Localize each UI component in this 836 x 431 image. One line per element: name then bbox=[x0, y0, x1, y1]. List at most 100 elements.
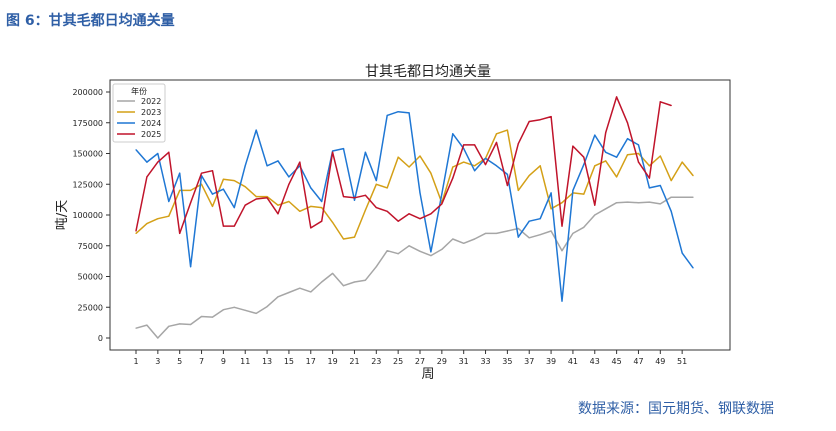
x-tick-label: 33 bbox=[480, 357, 490, 366]
data-point-2023 bbox=[648, 165, 650, 167]
data-point-2024 bbox=[659, 184, 661, 187]
source-note: 数据来源：国元期货、钢联数据 bbox=[578, 401, 774, 417]
y-axis-ticks: 0 25000 50000 75000 100000 125000 150000 175000… bbox=[72, 88, 110, 343]
y-tick-label: 175000 bbox=[72, 119, 103, 128]
x-axis-ticks: 1 3 5 7 9 11 13 15 17 19 21 23 25 27 29 31 33 35 37 39 41 43 4… bbox=[133, 350, 687, 366]
data-point-2024 bbox=[561, 300, 563, 302]
data-point-2024 bbox=[648, 187, 650, 189]
x-tick-label: 43 bbox=[590, 357, 600, 366]
data-point-2025 bbox=[528, 120, 530, 123]
data-point-2023 bbox=[506, 129, 508, 131]
data-point-2023 bbox=[277, 204, 279, 206]
data-point-2022 bbox=[310, 291, 312, 293]
data-point-2022 bbox=[332, 272, 334, 275]
data-point-2024 bbox=[321, 200, 323, 203]
data-point-2022 bbox=[200, 315, 203, 318]
data-point-2024 bbox=[605, 151, 607, 153]
data-point-2025 bbox=[495, 141, 498, 144]
x-tick-label: 37 bbox=[524, 357, 534, 366]
data-point-2023 bbox=[266, 195, 268, 198]
data-point-2025 bbox=[463, 144, 465, 146]
x-tick-label: 41 bbox=[568, 357, 578, 366]
data-point-2023 bbox=[135, 232, 137, 235]
data-point-2024 bbox=[626, 138, 629, 140]
data-point-2022 bbox=[659, 203, 661, 205]
figure-caption: 图 6：甘其毛都日均通关量 bbox=[6, 13, 175, 29]
data-point-2024 bbox=[681, 252, 683, 254]
data-point-2022 bbox=[452, 238, 454, 240]
data-point-2024 bbox=[572, 189, 574, 191]
data-point-2024 bbox=[375, 179, 377, 182]
data-point-2022 bbox=[605, 208, 607, 210]
x-tick-label: 31 bbox=[459, 357, 469, 366]
data-point-2025 bbox=[474, 144, 476, 146]
data-point-2023 bbox=[288, 200, 290, 203]
data-point-2023 bbox=[517, 189, 519, 191]
data-point-2024 bbox=[441, 193, 443, 195]
data-point-2025 bbox=[266, 197, 268, 199]
data-point-2025 bbox=[168, 151, 170, 153]
x-tick-label: 13 bbox=[262, 357, 272, 366]
legend-label-2025: 2025 bbox=[141, 130, 161, 139]
data-point-2025 bbox=[244, 204, 246, 206]
data-point-2025 bbox=[484, 163, 487, 166]
data-point-2022 bbox=[408, 245, 410, 247]
data-point-2025 bbox=[539, 119, 541, 121]
data-point-2024 bbox=[637, 144, 640, 146]
data-point-2025 bbox=[135, 230, 137, 232]
data-point-2024 bbox=[452, 133, 454, 135]
x-tick-label: 17 bbox=[306, 357, 316, 366]
data-point-2023 bbox=[157, 218, 159, 220]
data-point-2025 bbox=[386, 210, 388, 212]
data-point-2022 bbox=[539, 234, 541, 236]
data-point-2025 bbox=[277, 213, 279, 215]
data-point-2025 bbox=[233, 225, 235, 227]
data-point-2025 bbox=[430, 213, 432, 215]
data-point-2022 bbox=[495, 232, 498, 235]
data-point-2022 bbox=[342, 285, 345, 287]
data-point-2025 bbox=[441, 203, 443, 205]
data-point-2022 bbox=[168, 325, 170, 327]
data-point-2025 bbox=[605, 131, 607, 134]
data-point-2023 bbox=[386, 187, 388, 189]
legend-label-2024: 2024 bbox=[141, 119, 161, 128]
data-point-2024 bbox=[233, 207, 235, 209]
y-tick-label: 200000 bbox=[72, 88, 103, 97]
data-point-2025 bbox=[321, 220, 323, 222]
y-tick-label: 150000 bbox=[72, 150, 103, 159]
legend-label-2022: 2022 bbox=[141, 97, 161, 106]
data-point-2022 bbox=[616, 202, 618, 204]
y-tick-label: 25000 bbox=[78, 303, 103, 312]
data-point-2025 bbox=[572, 145, 574, 147]
data-point-2023 bbox=[310, 205, 312, 207]
data-point-2022 bbox=[288, 291, 290, 294]
data-point-2023 bbox=[190, 189, 192, 191]
x-tick-label: 9 bbox=[221, 357, 226, 366]
legend-title: 年份 bbox=[131, 86, 147, 96]
chart-title: 甘其毛都日均通关量 bbox=[365, 64, 491, 80]
data-point-2023 bbox=[179, 189, 181, 191]
data-point-2025 bbox=[670, 104, 672, 107]
data-point-2023 bbox=[332, 221, 334, 223]
data-point-2024 bbox=[550, 192, 552, 194]
y-tick-label: 75000 bbox=[78, 242, 103, 251]
data-point-2025 bbox=[364, 194, 366, 196]
data-point-2024 bbox=[408, 112, 410, 114]
x-tick-label: 15 bbox=[284, 357, 294, 366]
data-point-2023 bbox=[692, 175, 694, 177]
data-point-2023 bbox=[364, 209, 366, 211]
data-point-2025 bbox=[616, 96, 618, 98]
data-point-2023 bbox=[211, 205, 214, 207]
x-tick-label: 47 bbox=[633, 357, 643, 366]
data-point-2022 bbox=[550, 230, 552, 232]
data-point-2022 bbox=[222, 309, 224, 311]
data-point-2025 bbox=[583, 156, 585, 158]
x-tick-label: 5 bbox=[177, 357, 182, 366]
data-point-2023 bbox=[528, 175, 530, 177]
x-tick-label: 21 bbox=[349, 357, 359, 366]
data-point-2022 bbox=[397, 253, 399, 255]
series-line-2024 bbox=[135, 110, 694, 302]
x-axis-label: 周 bbox=[421, 367, 434, 382]
data-point-2023 bbox=[233, 179, 235, 182]
data-point-2025 bbox=[211, 170, 214, 172]
